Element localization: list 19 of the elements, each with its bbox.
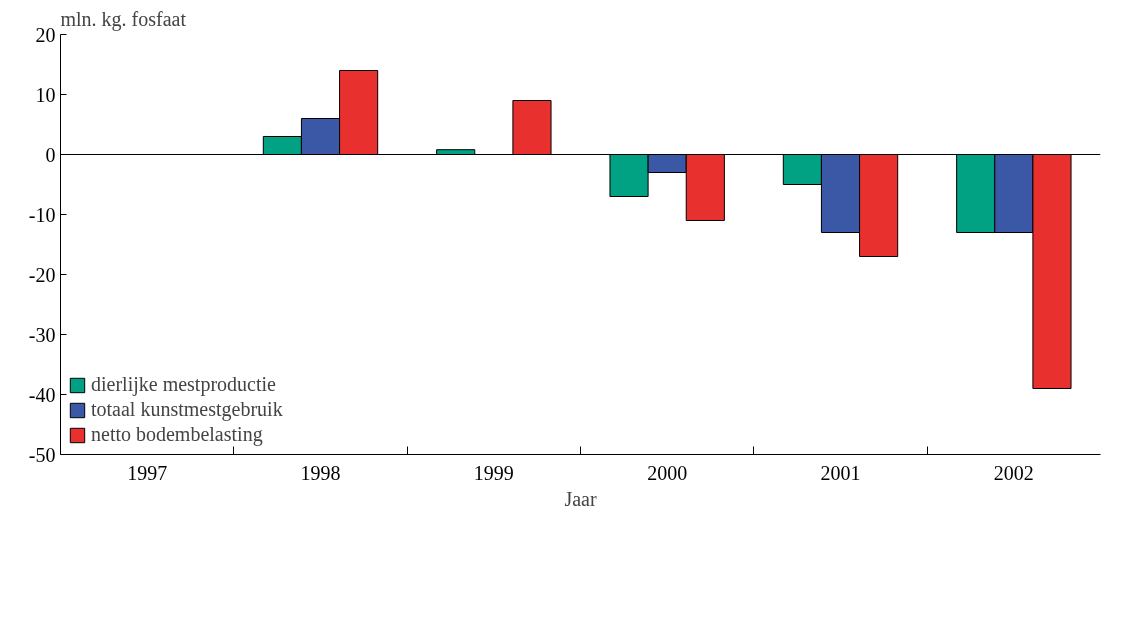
x-axis-title: Jaar (564, 487, 597, 510)
y-tick-label: -20 (28, 263, 56, 286)
x-tick-label: 2002 (993, 461, 1034, 484)
x-tick-label: 2000 (647, 461, 688, 484)
y-tick-label: -40 (28, 383, 56, 406)
x-tick-label: 1997 (127, 461, 168, 484)
y-tick-label: 10 (35, 83, 56, 106)
y-tick-label: -30 (28, 323, 56, 346)
legend-label: dierlijke mestproductie (91, 373, 276, 396)
x-tick-label: 1998 (300, 461, 341, 484)
legend-label: totaal kunstmestgebruik (91, 398, 283, 421)
y-tick-label: -50 (28, 443, 56, 466)
y-tick-label: 20 (35, 23, 56, 46)
x-tick-label: 1999 (473, 461, 514, 484)
y-tick-label: 0 (45, 143, 56, 166)
y-tick-label: -10 (28, 203, 56, 226)
x-tick-label: 2001 (820, 461, 861, 484)
y-axis-title: mln. kg. fosfaat (60, 7, 187, 31)
legend-label: netto bodembelasting (91, 423, 263, 446)
